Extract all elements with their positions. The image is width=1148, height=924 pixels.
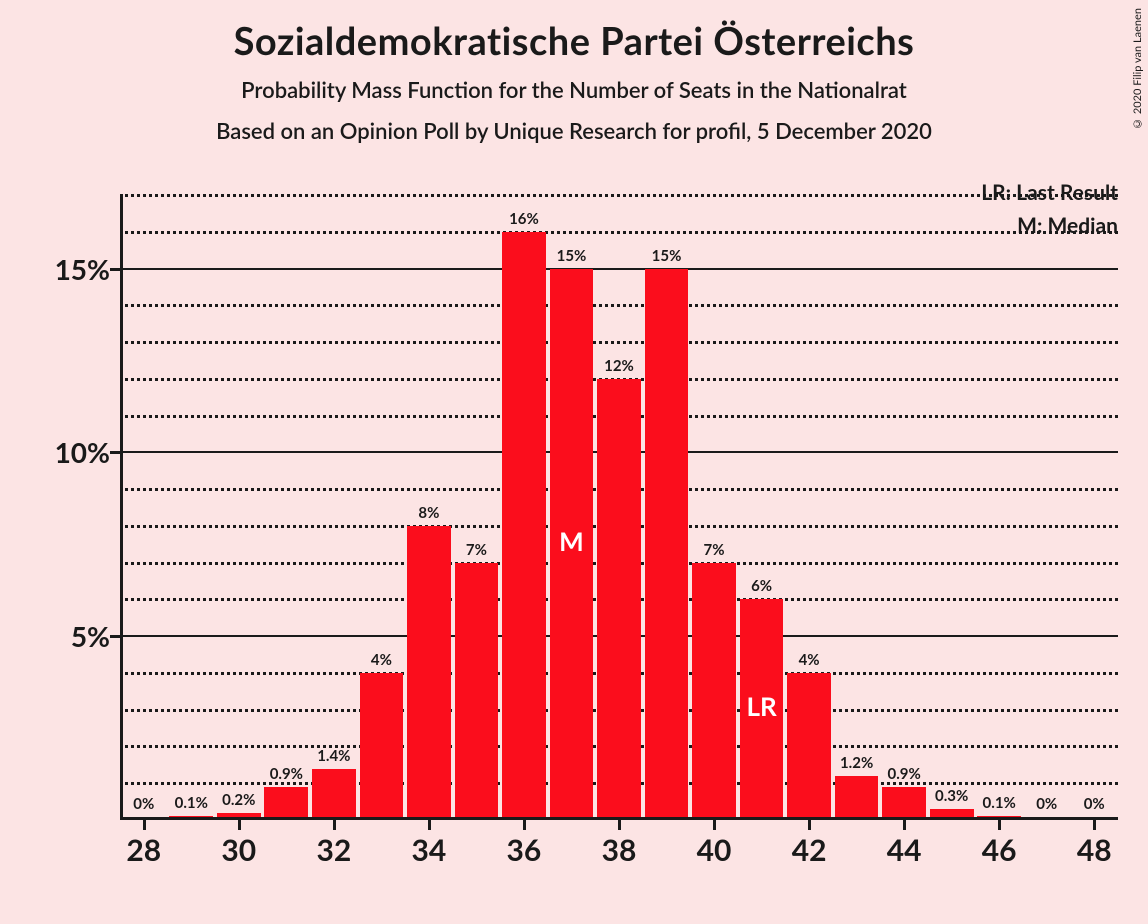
bar: 6%LR (740, 599, 784, 817)
y-tick-label: 15% (55, 252, 110, 286)
y-tick-mark (110, 451, 120, 454)
bar: 0.1% (169, 816, 213, 817)
x-tick-label: 48 (1077, 832, 1112, 868)
bar-value-label: 0% (133, 795, 154, 813)
bar-value-label: 1.4% (317, 747, 350, 765)
gridline-minor (120, 194, 1118, 197)
bar: 12% (597, 379, 641, 817)
chart-header: Sozialdemokratische Partei Österreichs P… (0, 0, 1148, 144)
x-tick-mark (998, 820, 1001, 830)
bar-value-label: 0.9% (270, 765, 303, 783)
bar-value-label: 15% (652, 247, 682, 265)
chart-title: Sozialdemokratische Partei Österreichs (0, 18, 1148, 64)
bar-value-label: 0.9% (888, 765, 921, 783)
x-tick-mark (333, 820, 336, 830)
bar-value-label: 6% (751, 577, 772, 595)
bar: 1.2% (835, 776, 879, 817)
bar-value-label: 4% (799, 651, 820, 669)
bar: 16% (502, 232, 546, 817)
bar-value-label: 15% (557, 247, 587, 265)
gridline-major (120, 268, 1118, 270)
chart-plot-area: 5%10%15%28303234363840424446480%0.1%0.2%… (120, 195, 1118, 820)
bar-value-label: 8% (418, 504, 439, 522)
bar: 15%M (550, 269, 594, 817)
bar-value-label: 0.1% (175, 794, 208, 812)
chart-subtitle-2: Based on an Opinion Poll by Unique Resea… (0, 117, 1148, 144)
bar-value-label: 0.3% (935, 787, 968, 805)
bar: 0.2% (217, 813, 261, 817)
bar-value-label: 1.2% (840, 754, 873, 772)
bar: 8% (407, 526, 451, 817)
last-result-marker: LR (746, 690, 776, 722)
bar: 4% (360, 673, 404, 817)
y-tick-mark (110, 268, 120, 271)
bar: 1.4% (312, 769, 356, 817)
x-tick-mark (523, 820, 526, 830)
median-marker: M (559, 525, 584, 557)
bar-value-label: 0.2% (222, 791, 255, 809)
bar: 0.9% (882, 787, 926, 817)
y-tick-label: 5% (71, 619, 110, 653)
x-tick-mark (903, 820, 906, 830)
x-tick-label: 42 (792, 832, 827, 868)
gridline-minor (120, 341, 1118, 344)
bar-value-label: 16% (509, 210, 539, 228)
x-tick-label: 34 (411, 832, 446, 868)
x-tick-label: 44 (887, 832, 922, 868)
bar-value-label: 0% (1036, 795, 1057, 813)
bar: 4% (787, 673, 831, 817)
gridline-minor (120, 304, 1118, 307)
x-tick-mark (238, 820, 241, 830)
x-tick-label: 46 (982, 832, 1017, 868)
bar: 7% (692, 563, 736, 817)
y-tick-label: 10% (55, 435, 110, 469)
x-tick-mark (143, 820, 146, 830)
x-tick-mark (713, 820, 716, 830)
x-tick-mark (428, 820, 431, 830)
y-axis (120, 195, 123, 820)
bar: 0.3% (930, 809, 974, 817)
bar: 0.9% (264, 787, 308, 817)
bar: 0.1% (977, 816, 1021, 817)
bar-value-label: 7% (704, 541, 725, 559)
bar: 15% (645, 269, 689, 817)
x-tick-mark (808, 820, 811, 830)
bar-value-label: 4% (371, 651, 392, 669)
bar: 7% (455, 563, 499, 817)
x-tick-mark (618, 820, 621, 830)
x-tick-label: 38 (602, 832, 637, 868)
chart-subtitle-1: Probability Mass Function for the Number… (0, 76, 1148, 103)
bar-value-label: 12% (604, 357, 634, 375)
bar-value-label: 7% (466, 541, 487, 559)
bar-value-label: 0.1% (983, 794, 1016, 812)
x-tick-label: 32 (316, 832, 351, 868)
x-tick-label: 28 (126, 832, 161, 868)
bar-value-label: 0% (1084, 795, 1105, 813)
copyright-text: © 2020 Filip van Laenen (1131, 8, 1144, 130)
x-tick-label: 40 (697, 832, 732, 868)
x-tick-mark (1093, 820, 1096, 830)
x-tick-label: 30 (221, 832, 256, 868)
gridline-minor (120, 231, 1118, 234)
x-tick-label: 36 (507, 832, 542, 868)
y-tick-mark (110, 635, 120, 638)
